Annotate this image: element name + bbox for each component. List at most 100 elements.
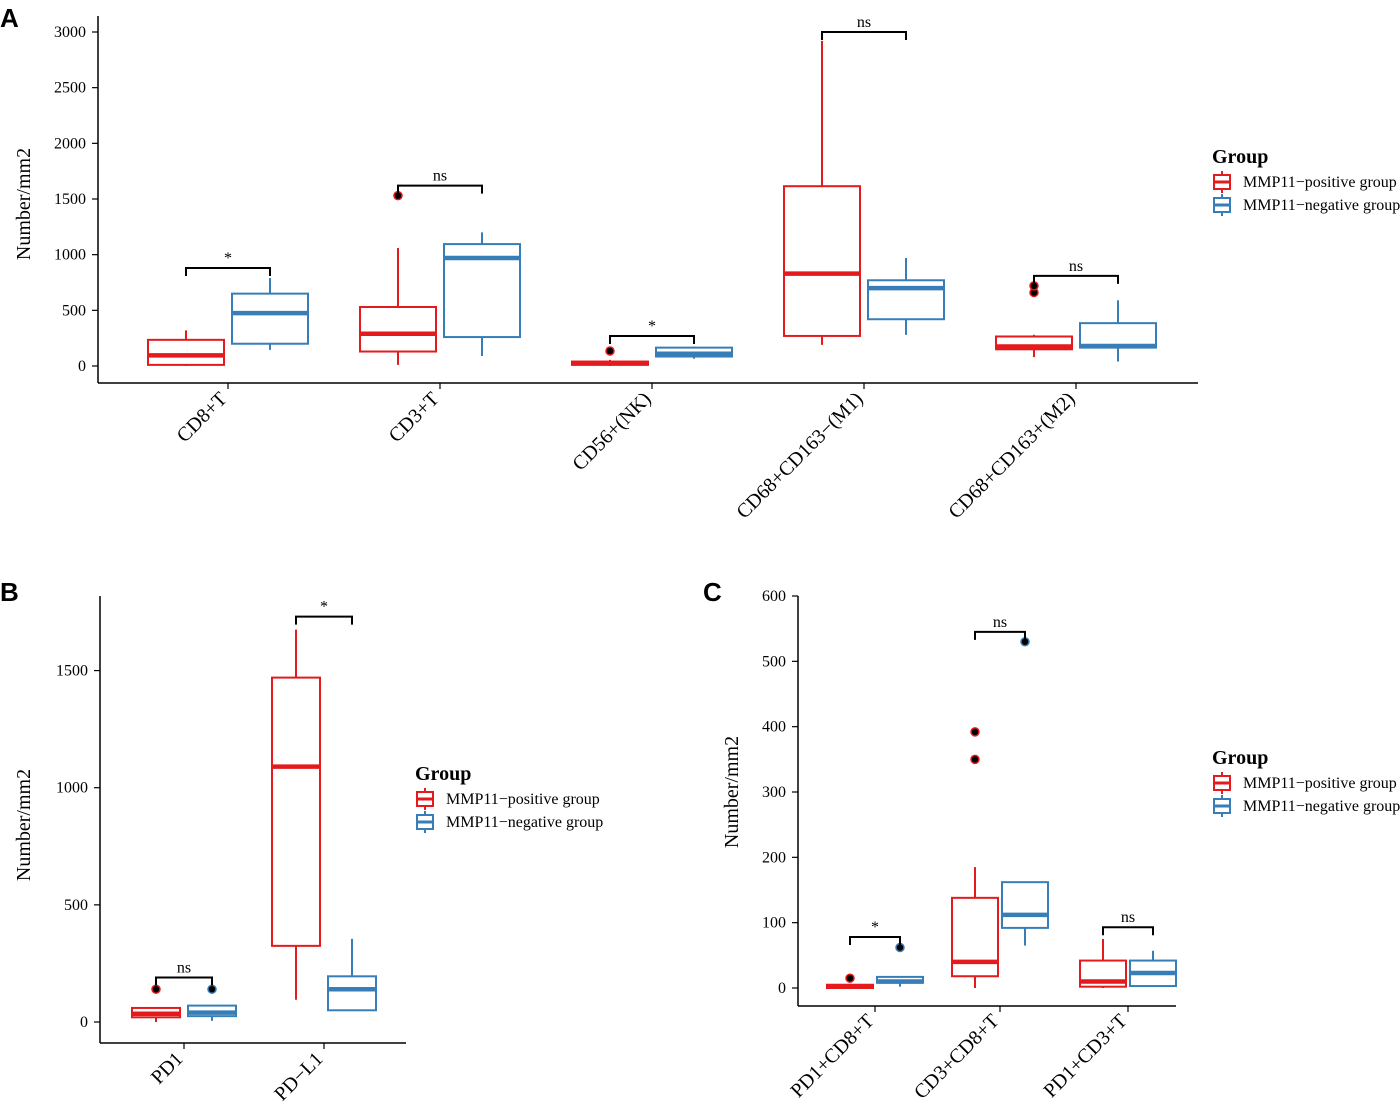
box-positive: [131, 984, 181, 1022]
bracket-line: [1033, 274, 1119, 284]
box-negative: [327, 938, 377, 1012]
panel-C: C 0 100 200 300 400 500 600 Number/mm2 PD1+CD8+T C…: [703, 577, 1400, 1104]
significance-label: ns: [993, 614, 1007, 631]
y-tick-label: 2000: [54, 135, 86, 152]
y-tick-label: 0: [778, 980, 786, 997]
outlier-point: [605, 346, 615, 356]
bracket-line: [1102, 926, 1154, 936]
y-tick-label: 0: [80, 1014, 88, 1031]
bracket-line: [849, 936, 901, 946]
y-tick-label: 500: [64, 897, 88, 914]
y-axis-label: Number/mm2: [721, 736, 743, 848]
significance-label: *: [871, 919, 879, 936]
box-negative: [1001, 636, 1049, 946]
outlier-point: [970, 727, 980, 737]
outlier-point: [845, 973, 855, 983]
box-negative: [1079, 300, 1157, 362]
outlier-point: [970, 754, 980, 765]
x-tick-label: CD3+T: [385, 388, 444, 447]
significance-bracket: ns: [1102, 909, 1154, 936]
bracket-line: [295, 615, 353, 625]
legend-item-label: MMP11−positive group: [1243, 174, 1397, 191]
box-positive: [826, 973, 874, 990]
significance-label: *: [320, 599, 328, 616]
y-axis-label: Number/mm2: [13, 769, 35, 881]
box-iqr: [271, 676, 321, 947]
box-iqr: [231, 292, 309, 345]
y-tick-label: 200: [762, 849, 786, 866]
legend: Group MMP11−positive group MMP11−negative …: [1212, 747, 1400, 817]
box-iqr: [327, 975, 377, 1012]
y-tick-label: 100: [762, 915, 786, 932]
significance-label: *: [224, 250, 232, 267]
x-tick-label: PD−L1: [270, 1048, 327, 1105]
y-tick-label: 300: [762, 784, 786, 801]
legend-item-label: MMP11−positive group: [446, 791, 600, 808]
box-iqr: [147, 338, 225, 366]
box-iqr: [783, 185, 861, 337]
box-positive: [271, 629, 321, 1000]
significance-bracket: *: [295, 599, 353, 625]
box-positive: [1079, 939, 1127, 988]
significance-label: ns: [857, 14, 871, 31]
x-tick-label: CD8+T: [173, 388, 232, 447]
bracket-line: [974, 630, 1026, 640]
box-positive: [359, 190, 437, 365]
legend-title: Group: [1212, 747, 1268, 769]
bracket-line: [155, 976, 213, 986]
x-tick-label: CD68+CD163+(M2): [944, 388, 1079, 523]
x-tick-label: PD1: [147, 1048, 188, 1089]
y-tick-label: 400: [762, 719, 786, 736]
box-positive: [571, 346, 649, 366]
box-negative: [867, 258, 945, 335]
x-tick-label: CD56+(NK): [568, 388, 655, 475]
x-tick-label: CD68+CD163−(M1): [732, 388, 867, 523]
panel-letter-C: C: [703, 577, 722, 607]
y-tick-label: 1000: [54, 247, 86, 264]
significance-bracket: ns: [397, 168, 483, 194]
x-tick-label: CD3+CD8+T: [910, 1010, 1004, 1104]
bracket-line: [185, 267, 271, 277]
legend-item-label: MMP11−negative group: [1243, 798, 1400, 815]
box-negative: [1129, 950, 1177, 988]
box-positive: [783, 40, 861, 345]
significance-bracket: ns: [821, 14, 907, 40]
significance-bracket: ns: [155, 959, 213, 986]
significance-bracket: ns: [974, 614, 1026, 640]
box-iqr: [359, 305, 437, 353]
significance-label: ns: [1069, 258, 1083, 275]
x-tick-label: PD1+CD8+T: [787, 1010, 879, 1102]
box-negative: [187, 984, 237, 1021]
box-iqr: [951, 896, 999, 978]
y-tick-label: 0: [78, 358, 86, 375]
y-tick-label: 1000: [56, 780, 88, 797]
legend-title: Group: [415, 763, 471, 785]
panel-A: A 0 500 1000 1500 2000 2500 3000 Number/mm2 CD8+T…: [0, 3, 1400, 523]
panel-B: B 0 500 1000 1500 Number/mm2 PD1 PD−L1 ns * Group M…: [0, 577, 603, 1105]
significance-label: ns: [433, 168, 447, 185]
legend-title: Group: [1212, 146, 1268, 168]
outlier-point: [207, 984, 217, 994]
y-tick-label: 1500: [56, 663, 88, 680]
panel-letter-A: A: [0, 3, 19, 33]
box-negative: [655, 346, 733, 359]
significance-bracket: *: [609, 318, 695, 344]
legend: Group MMP11−positive group MMP11−negative …: [1212, 146, 1400, 216]
significance-bracket: ns: [1033, 258, 1119, 284]
significance-label: ns: [1121, 909, 1135, 926]
legend-item-label: MMP11−negative group: [446, 814, 603, 831]
outlier-point: [151, 984, 161, 994]
panel-letter-B: B: [0, 577, 19, 607]
bracket-line: [821, 31, 907, 40]
y-tick-label: 2500: [54, 80, 86, 97]
box-positive: [995, 281, 1073, 358]
y-tick-label: 500: [62, 302, 86, 319]
significance-label: ns: [177, 959, 191, 976]
box-iqr: [1001, 881, 1049, 929]
legend: Group MMP11−positive group MMP11−negative …: [415, 763, 603, 833]
bracket-line: [609, 334, 695, 344]
bracket-line: [397, 184, 483, 194]
y-tick-label: 500: [762, 653, 786, 670]
